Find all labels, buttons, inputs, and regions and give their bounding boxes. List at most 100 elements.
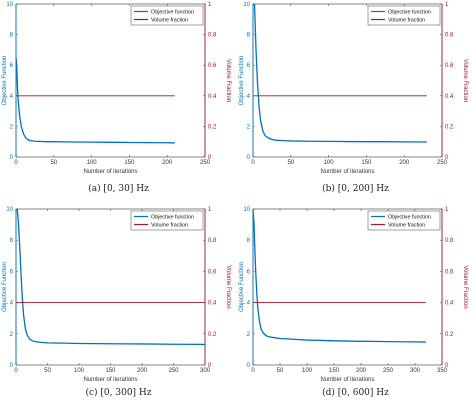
- x-tick-label-c: 50: [44, 368, 51, 374]
- y-right-tick-label-c: 0.4: [208, 301, 217, 307]
- chart-panel-d: 0 50 100 150 200 250 300 350 0 2 4 6 8 10 0 0.2 0.4 0.6 0.…: [237, 205, 474, 410]
- plot-frame-a: [15, 3, 206, 158]
- chart-panel-c: 0 50 100 150 200 250 300 0 2 4 6 8 10 0 0.2 0.4 0.6 0.8 1 N…: [0, 205, 237, 410]
- y-left-tick-label-c: 2: [10, 332, 14, 338]
- y-right-tick-label-a: 0.6: [208, 63, 217, 69]
- plot-frame-b: [252, 3, 443, 158]
- caption-a: (a) [0, 30] Hz: [88, 184, 149, 194]
- y-right-tick-label-b: 0.4: [445, 94, 454, 100]
- y-right-tick-label-a: 0: [208, 155, 212, 161]
- x-tick-label-d: 200: [356, 368, 367, 374]
- x-tick-label-c: 200: [137, 368, 148, 374]
- x-tick-label-c: 300: [200, 368, 211, 374]
- x-tick-label-d: 250: [383, 368, 394, 374]
- y-right-axis-label-b: Volume Fraction: [462, 59, 468, 102]
- objective-function-line-c: [16, 209, 205, 346]
- y-left-tick-label-a: 10: [6, 2, 13, 8]
- x-tick-label-b: 150: [361, 160, 372, 166]
- y-right-tick-label-a: 1: [208, 2, 212, 8]
- y-left-tick-label-c: 8: [10, 238, 14, 244]
- chart-panel-a: 0 50 100 150 200 250 0 2 4 6 8 10 0 0.2 0.4 0.6 0.8 1 Numb…: [0, 0, 237, 205]
- y-left-tick-label-b: 0: [247, 155, 251, 161]
- caption-b: (b) [0, 200] Hz: [322, 184, 389, 194]
- x-tick-label-c: 0: [14, 368, 18, 374]
- y-right-tick-label-a: 0.2: [208, 124, 217, 130]
- y-right-tick-label-b: 1: [445, 2, 449, 8]
- y-left-tick-label-b: 6: [247, 63, 251, 69]
- y-right-tick-label-b: 0: [445, 155, 449, 161]
- y-right-tick-label-d: 0.2: [445, 332, 454, 338]
- legend-label-b: Volume fraction: [388, 18, 425, 24]
- chart-svg-b: 0 50 100 150 200 250024681000.20.40.60.81Numb…: [239, 2, 468, 175]
- x-axis-label-a: Number of iterations: [83, 169, 137, 175]
- y-right-tick-label-d: 0.6: [445, 269, 454, 275]
- legend-box-b: [367, 5, 441, 26]
- x-tick-label-a: 150: [124, 160, 135, 166]
- y-right-tick-label-b: 0.8: [445, 33, 454, 39]
- x-tick-label-c: 250: [168, 368, 179, 374]
- x-axis-label-b: Number of iterations: [320, 169, 374, 175]
- y-right-tick-label-d: 0.8: [445, 238, 454, 244]
- y-left-tick-label-d: 10: [243, 207, 250, 213]
- y-right-axis-label-d: Volume Fraction: [462, 265, 468, 308]
- chart-svg-d: 0 50 100 150 200 250 300 350024681000.20.40.60.…: [239, 207, 468, 383]
- y-left-tick-label-a: 4: [10, 94, 14, 100]
- y-right-tick-label-a: 0.8: [208, 33, 217, 39]
- y-left-tick-label-d: 8: [247, 238, 251, 244]
- x-tick-label-a: 200: [162, 160, 173, 166]
- y-left-tick-label-a: 8: [10, 33, 14, 39]
- y-left-tick-label-c: 6: [10, 269, 14, 275]
- chart-svg-c: 0 50 100 150 200 250 300024681000.20.40.60.81N…: [2, 207, 231, 383]
- objective-function-line-b: [253, 4, 427, 143]
- legend-label-a: Volume fraction: [151, 18, 188, 24]
- x-tick-label-d: 100: [302, 368, 313, 374]
- legend-box-d: [367, 210, 441, 231]
- y-left-tick-label-b: 4: [247, 94, 251, 100]
- legend-box-c: [130, 210, 204, 231]
- y-left-tick-label-c: 10: [6, 207, 13, 213]
- y-left-tick-label-b: 10: [243, 2, 250, 8]
- legend-label-b: Objective function: [388, 10, 431, 16]
- y-left-tick-label-d: 2: [247, 332, 251, 338]
- x-tick-label-a: 0: [14, 160, 18, 166]
- y-right-tick-label-c: 0.6: [208, 269, 217, 275]
- legend-label-c: Objective function: [151, 215, 194, 221]
- objective-function-line-d: [253, 209, 426, 343]
- x-tick-label-d: 300: [410, 368, 421, 374]
- y-left-axis-label-d: Objective Function: [239, 262, 245, 312]
- y-left-tick-label-c: 0: [10, 363, 14, 369]
- x-tick-label-b: 250: [437, 160, 448, 166]
- y-right-axis-label-a: Volume Fraction: [225, 59, 231, 102]
- x-tick-label-b: 200: [399, 160, 410, 166]
- y-left-tick-label-b: 8: [247, 33, 251, 39]
- y-left-tick-label-d: 0: [247, 363, 251, 369]
- plot-frame-c: [15, 208, 206, 366]
- legend-label-c: Volume fraction: [151, 223, 188, 229]
- chart-svg-a: 0 50 100 150 200 250024681000.20.40.60.81Numb…: [2, 2, 231, 175]
- x-tick-label-b: 100: [324, 160, 335, 166]
- x-tick-label-d: 350: [437, 368, 448, 374]
- y-right-tick-label-c: 1: [208, 207, 212, 213]
- caption-c: (c) [0, 300] Hz: [85, 388, 152, 398]
- x-tick-label-a: 50: [50, 160, 57, 166]
- y-right-tick-label-d: 0: [445, 363, 449, 369]
- y-left-tick-label-d: 6: [247, 269, 251, 275]
- y-right-tick-label-c: 0.8: [208, 238, 217, 244]
- y-left-axis-label-c: Objective Function: [2, 262, 8, 312]
- y-right-tick-label-b: 0.2: [445, 124, 454, 130]
- x-tick-label-d: 0: [251, 368, 255, 374]
- x-tick-label-b: 0: [251, 160, 255, 166]
- x-axis-label-d: Number of iterations: [320, 377, 374, 383]
- legend-box-a: [130, 5, 204, 26]
- y-left-tick-label-a: 2: [10, 124, 14, 130]
- x-tick-label-a: 100: [87, 160, 98, 166]
- y-right-tick-label-a: 0.4: [208, 94, 217, 100]
- y-left-tick-label-a: 0: [10, 155, 14, 161]
- y-right-axis-label-c: Volume Fraction: [225, 265, 231, 308]
- x-tick-label-b: 50: [287, 160, 294, 166]
- legend-label-d: Objective function: [388, 215, 431, 221]
- y-right-tick-label-b: 0.6: [445, 63, 454, 69]
- y-right-tick-label-c: 0.2: [208, 332, 217, 338]
- y-left-tick-label-c: 4: [10, 301, 14, 307]
- x-tick-label-d: 50: [277, 368, 284, 374]
